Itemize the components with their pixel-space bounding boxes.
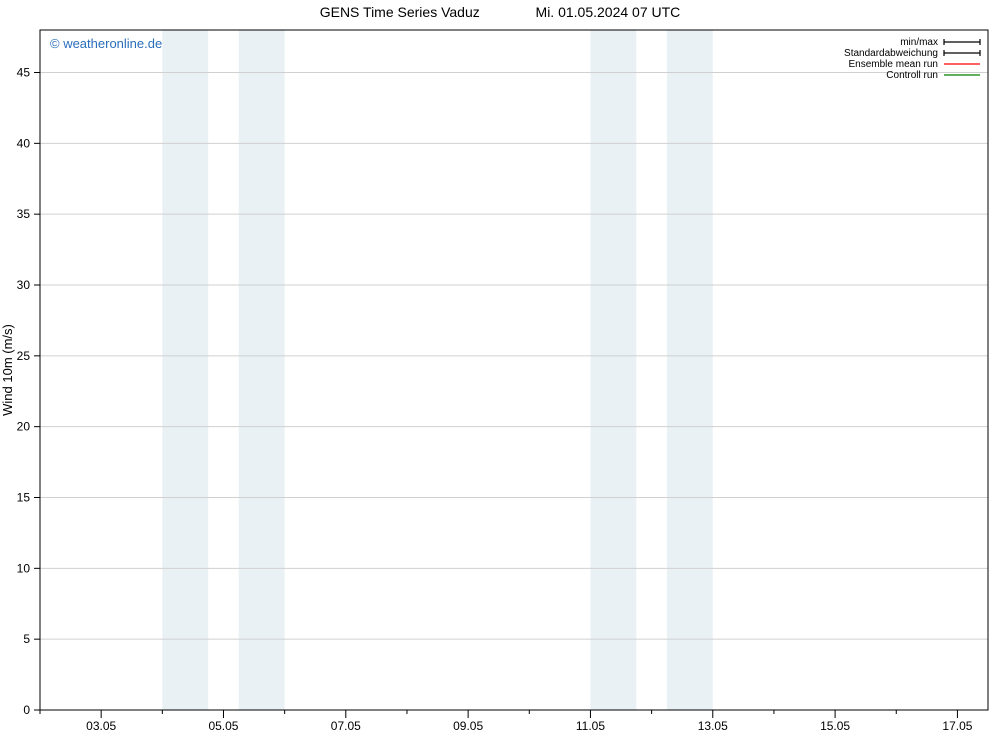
ytick-label: 5 <box>23 632 30 646</box>
ytick-label: 45 <box>17 66 31 80</box>
chart-container: GENS Time Series Vaduz Mi. 01.05.2024 07… <box>0 0 1000 733</box>
watermark-text: © weatheronline.de <box>50 36 162 51</box>
xtick-label: 11.05 <box>576 719 605 733</box>
ytick-label: 35 <box>17 207 31 221</box>
xtick-label: 13.05 <box>698 719 728 733</box>
chart-band <box>667 30 713 710</box>
legend-label: Standardabweichung <box>844 48 938 59</box>
ytick-label: 10 <box>17 561 31 575</box>
xtick-label: 07.05 <box>331 719 361 733</box>
ytick-label: 20 <box>17 420 31 434</box>
ytick-label: 30 <box>17 278 31 292</box>
chart-band <box>239 30 285 710</box>
y-axis-label: Wind 10m (m/s) <box>0 324 15 416</box>
xtick-label: 17.05 <box>942 719 972 733</box>
xtick-label: 15.05 <box>820 719 850 733</box>
ytick-label: 25 <box>17 349 31 363</box>
legend-label: Controll run <box>886 70 938 81</box>
xtick-label: 09.05 <box>453 719 483 733</box>
legend-label: Ensemble mean run <box>849 59 939 70</box>
xtick-label: 03.05 <box>86 719 116 733</box>
xtick-label: 05.05 <box>208 719 238 733</box>
ytick-label: 15 <box>17 491 31 505</box>
chart-band <box>162 30 208 710</box>
ytick-label: 0 <box>23 703 30 717</box>
ytick-label: 40 <box>17 136 31 150</box>
legend-label: min/max <box>900 37 938 48</box>
chart-band <box>590 30 636 710</box>
wind-chart: 0 5 10 15 20 25 30 35 40 45 03.05 05.05 07.05 09.05 11… <box>0 0 1000 733</box>
